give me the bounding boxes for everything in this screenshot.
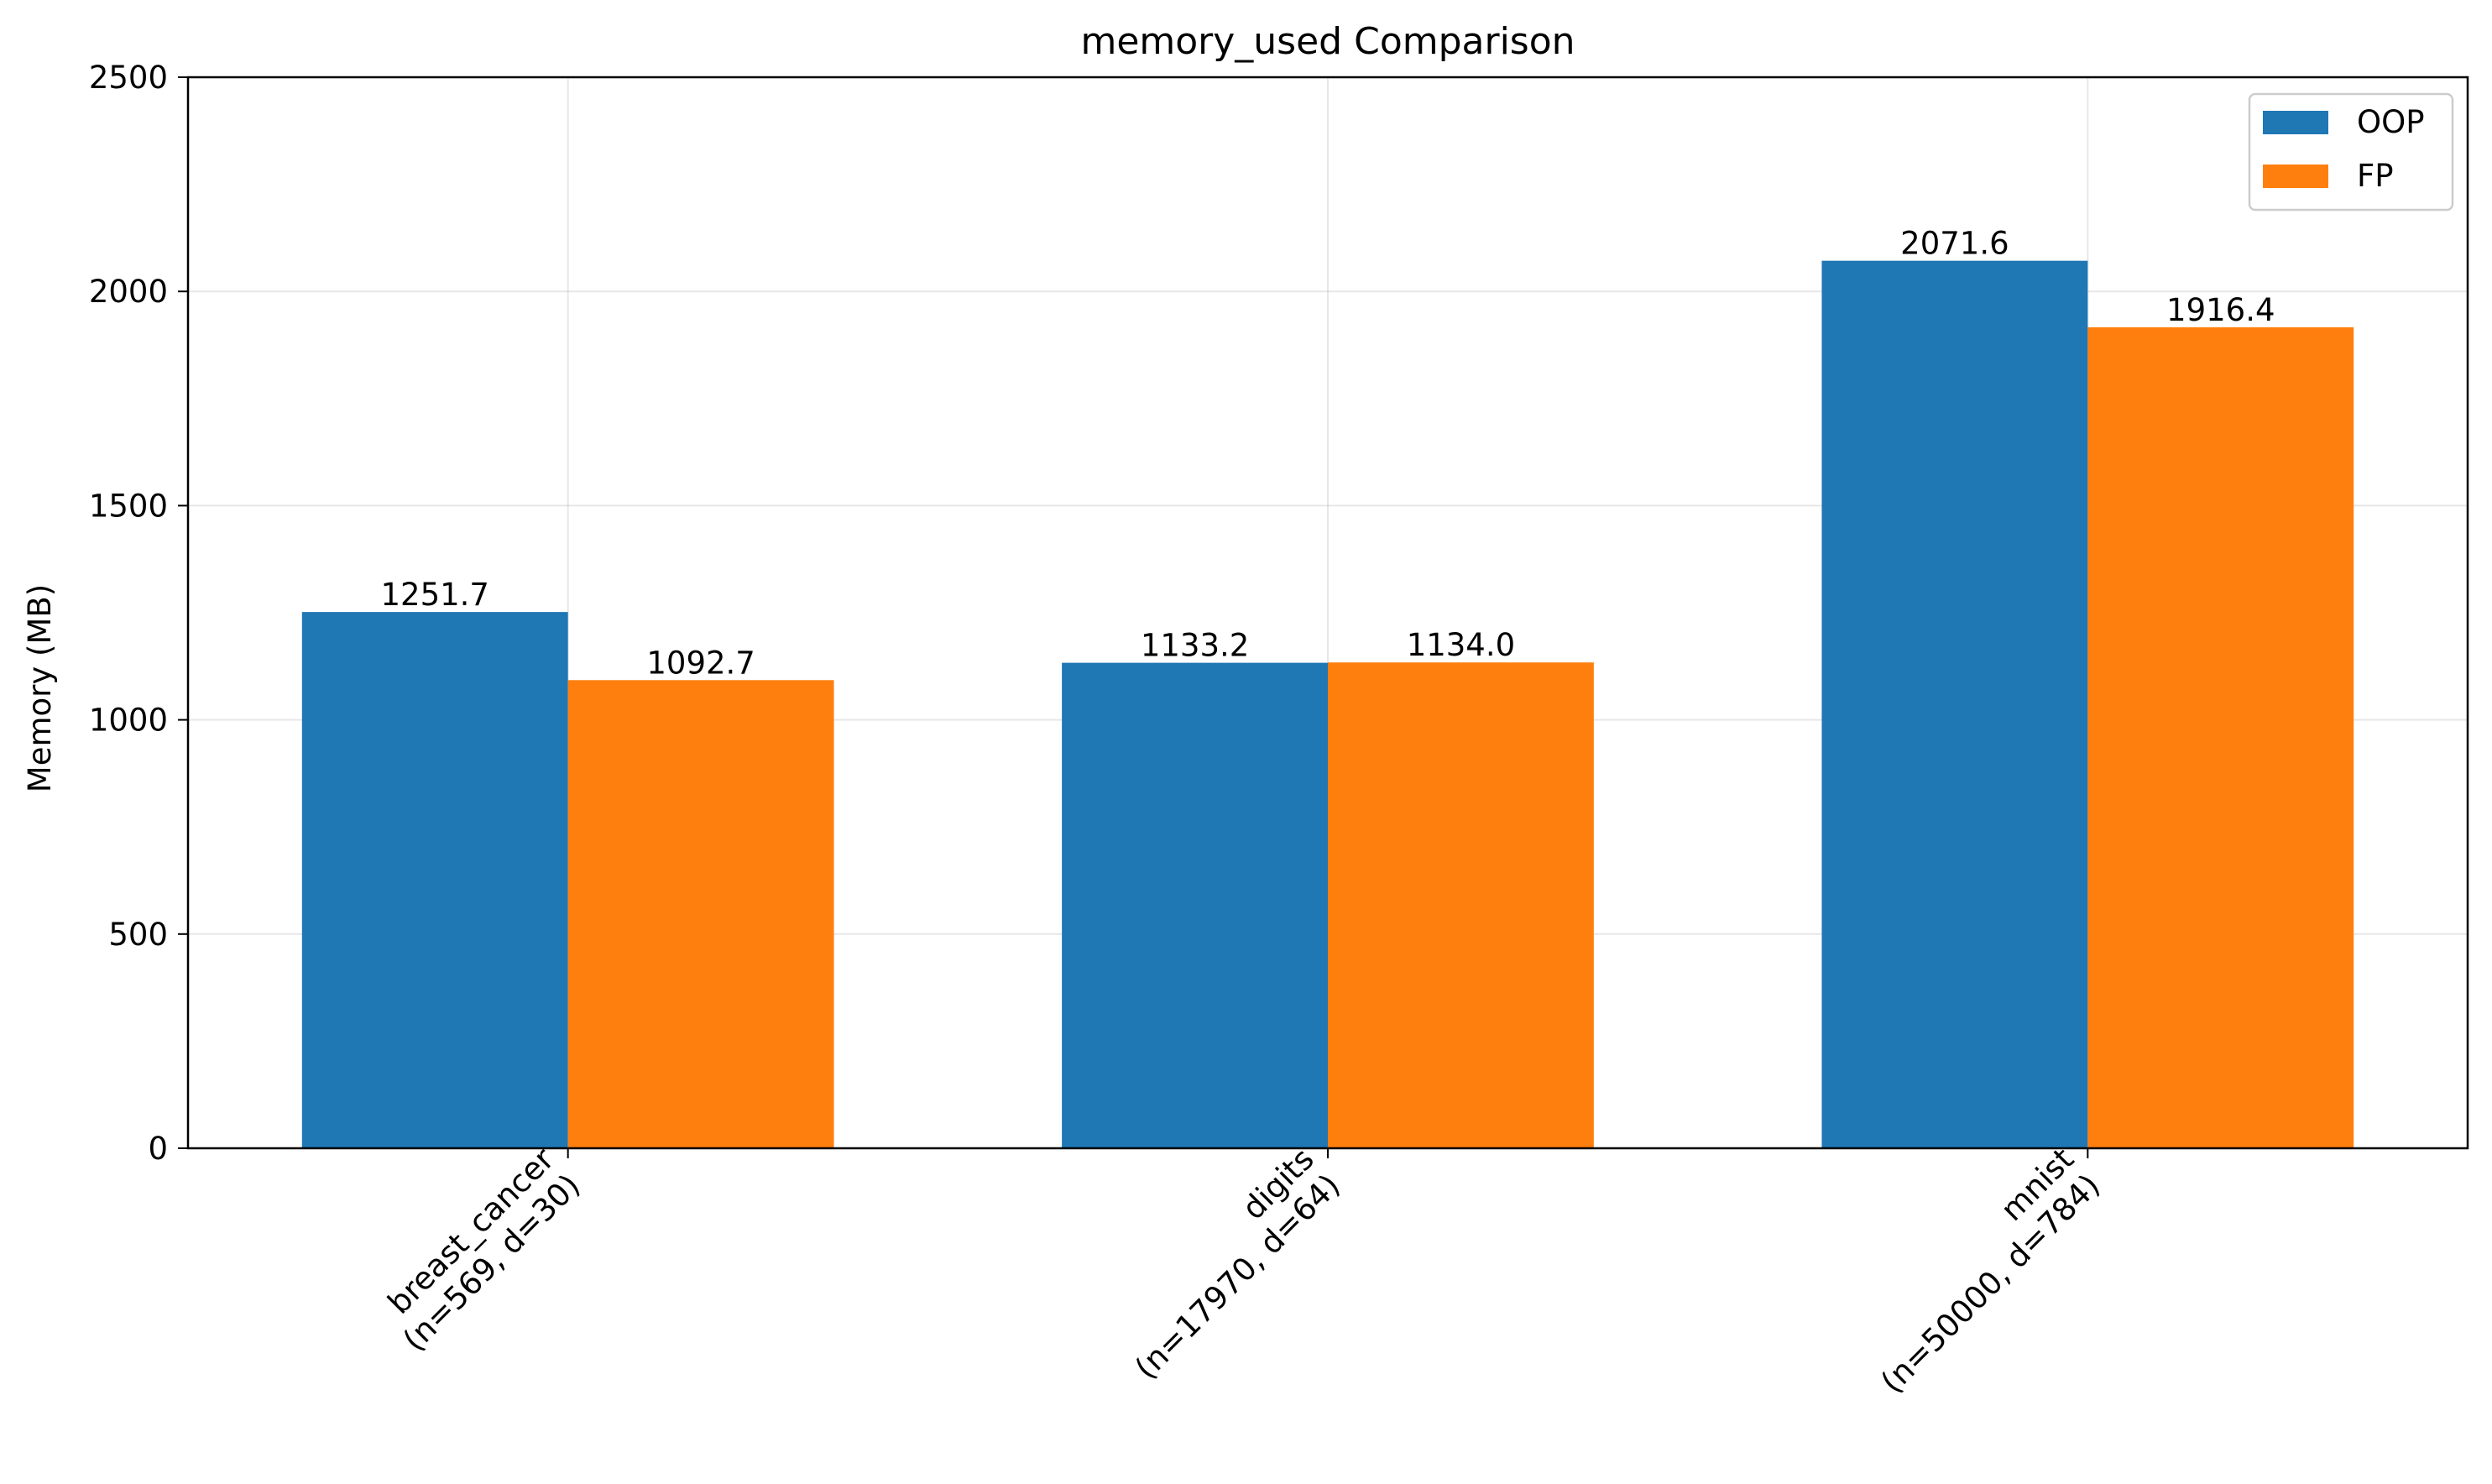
y-tick-label: 1500 — [89, 488, 168, 524]
chart-title: memory_used Comparison — [1080, 20, 1575, 63]
legend-label-fp: FP — [2357, 158, 2394, 194]
y-axis-ticks: 0 500 1000 1500 2000 2500 — [89, 60, 188, 1167]
y-axis-label: Memory (MB) — [22, 584, 58, 792]
legend: OOP FP — [2248, 92, 2454, 212]
bar-value-labels: 1251.7 1133.2 2071.6 1092.7 1134.0 1916.4 — [380, 226, 2275, 682]
bar-oop — [301, 612, 568, 1148]
bar-fp — [2087, 327, 2354, 1148]
bar-value-label-fp: 1092.7 — [646, 645, 755, 681]
y-tick-label: 1000 — [89, 703, 168, 739]
bar-value-label-fp: 1134.0 — [1407, 627, 1515, 663]
bars — [301, 260, 2354, 1148]
legend-swatch-oop — [2263, 111, 2328, 134]
y-tick-label: 2500 — [89, 60, 168, 96]
bar-fp — [567, 680, 834, 1148]
y-tick-label: 500 — [108, 917, 168, 953]
bar-oop — [1821, 260, 2088, 1148]
bar-value-label-oop: 1251.7 — [380, 577, 488, 613]
bar-value-label-oop: 1133.2 — [1141, 628, 1249, 664]
bar-fp — [1328, 662, 1594, 1148]
y-tick-label: 0 — [148, 1131, 168, 1167]
legend-swatch-fp — [2263, 165, 2328, 188]
bar-value-label-oop: 2071.6 — [1900, 226, 2009, 262]
bar-value-label-fp: 1916.4 — [2166, 292, 2275, 328]
y-tick-label: 2000 — [89, 274, 168, 310]
legend-label-oop: OOP — [2357, 104, 2425, 140]
bar-oop — [1062, 662, 1328, 1148]
